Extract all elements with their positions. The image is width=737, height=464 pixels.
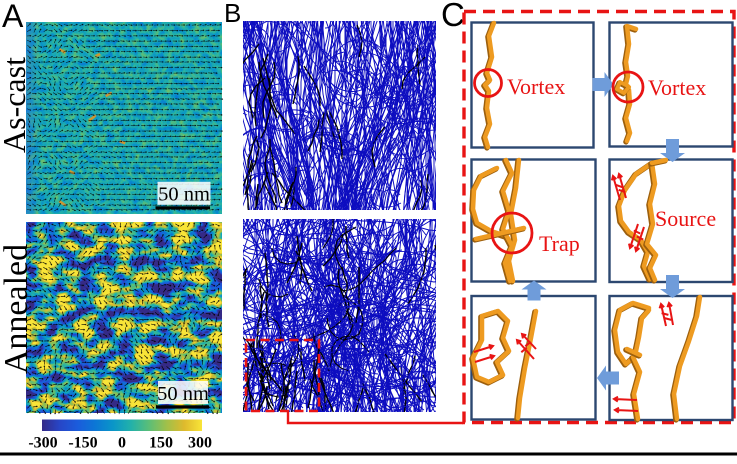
svg-text:150: 150	[149, 435, 173, 452]
svg-text:As-cast: As-cast	[0, 57, 32, 153]
svg-text:Source: Source	[655, 206, 716, 231]
svg-text:Trap: Trap	[539, 231, 580, 256]
svg-text:-150: -150	[68, 435, 97, 452]
svg-text:50 nm: 50 nm	[157, 383, 209, 405]
svg-text:A: A	[2, 0, 24, 34]
svg-text:Vortex: Vortex	[507, 74, 565, 99]
svg-text:C: C	[441, 0, 465, 33]
svg-text:Vortex: Vortex	[648, 75, 706, 100]
svg-text:B: B	[224, 0, 241, 28]
svg-text:300: 300	[188, 435, 212, 452]
svg-text:0: 0	[118, 435, 126, 452]
svg-text:Annealed: Annealed	[0, 244, 35, 374]
svg-text:50 nm: 50 nm	[158, 184, 210, 206]
svg-text:-300: -300	[28, 435, 57, 452]
